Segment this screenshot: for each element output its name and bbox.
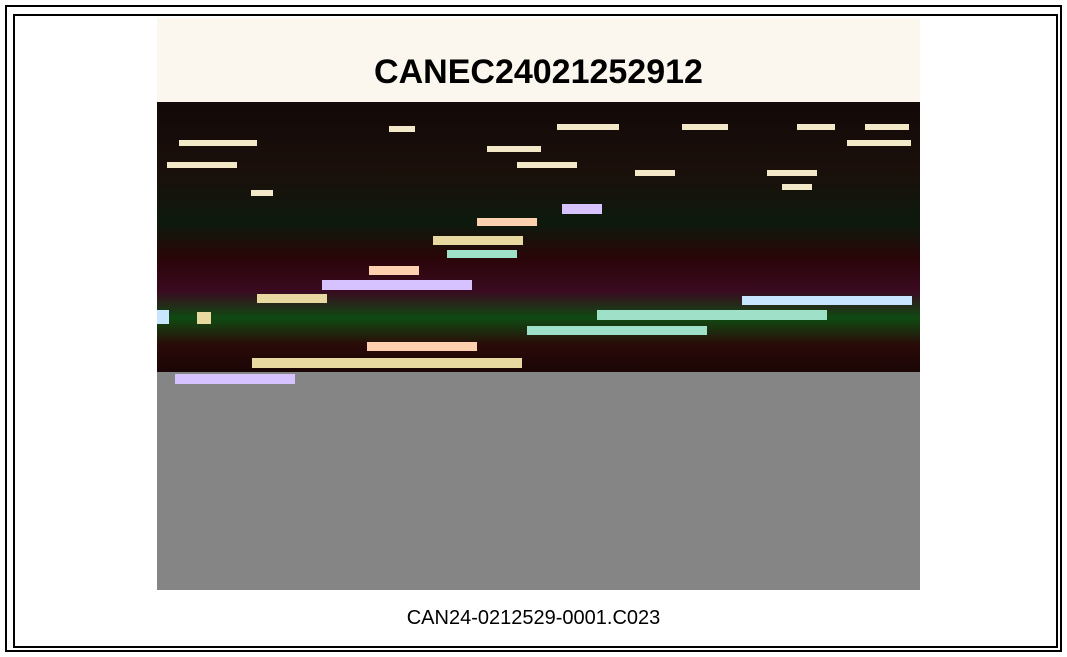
photo-artifact bbox=[847, 140, 911, 146]
photo-artifact bbox=[635, 170, 675, 176]
photo-artifact bbox=[175, 374, 295, 384]
photo-id-label: CANEC24021252912 bbox=[374, 53, 703, 91]
photo-artifact bbox=[487, 146, 541, 152]
photo-artifact bbox=[367, 342, 477, 351]
photo-artifact bbox=[447, 250, 517, 258]
photo-artifact bbox=[477, 218, 537, 226]
evidence-photo: CANEC24021252912 bbox=[157, 18, 920, 590]
photo-artifact bbox=[797, 124, 835, 130]
photo-artifact bbox=[197, 312, 211, 324]
photo-artifact bbox=[597, 310, 827, 320]
photo-artifact bbox=[322, 280, 472, 290]
photo-artifact bbox=[251, 190, 273, 196]
photo-artifact bbox=[257, 294, 327, 303]
photo-artifact bbox=[517, 162, 577, 168]
photo-artifact bbox=[179, 140, 257, 146]
photo-artifact bbox=[157, 310, 169, 324]
photo-artifact bbox=[252, 358, 522, 368]
photo-artifact bbox=[389, 126, 415, 132]
photo-artifact bbox=[865, 124, 909, 130]
photo-artifact bbox=[557, 124, 619, 130]
photo-artifact bbox=[682, 124, 728, 130]
photo-artifact bbox=[562, 204, 602, 214]
photo-artifact bbox=[527, 326, 707, 335]
photo-artifact bbox=[369, 266, 419, 275]
photo-artifact bbox=[767, 170, 817, 176]
photo-artifact bbox=[433, 236, 523, 245]
photo-top-region bbox=[157, 18, 920, 102]
photo-artifact bbox=[167, 162, 237, 168]
document-caption: CAN24-0212529-0001.C023 bbox=[406, 607, 661, 629]
photo-artifact bbox=[782, 184, 812, 190]
photo-blank-region bbox=[157, 372, 920, 590]
photo-artifact bbox=[742, 296, 912, 305]
